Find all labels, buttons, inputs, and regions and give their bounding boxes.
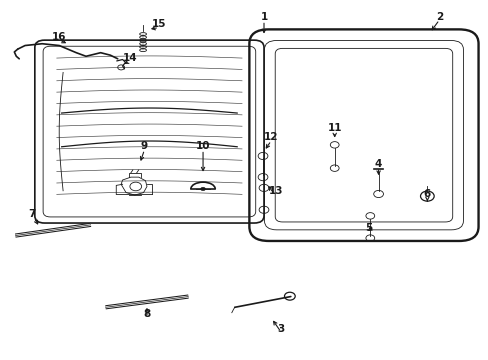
- Text: 10: 10: [195, 141, 210, 151]
- Text: 12: 12: [264, 132, 278, 142]
- Text: 15: 15: [152, 19, 166, 29]
- Text: 14: 14: [122, 53, 137, 63]
- Text: 9: 9: [141, 141, 148, 151]
- Text: 7: 7: [29, 209, 36, 219]
- Text: 8: 8: [143, 310, 150, 319]
- Text: 5: 5: [365, 224, 372, 233]
- Text: 13: 13: [268, 186, 283, 196]
- Text: 16: 16: [52, 32, 66, 41]
- Text: 2: 2: [435, 12, 442, 22]
- Text: 4: 4: [374, 159, 382, 169]
- Text: 6: 6: [423, 189, 430, 199]
- Text: 11: 11: [327, 123, 341, 133]
- Circle shape: [200, 187, 205, 191]
- Text: 3: 3: [277, 324, 284, 334]
- Text: 1: 1: [260, 12, 267, 22]
